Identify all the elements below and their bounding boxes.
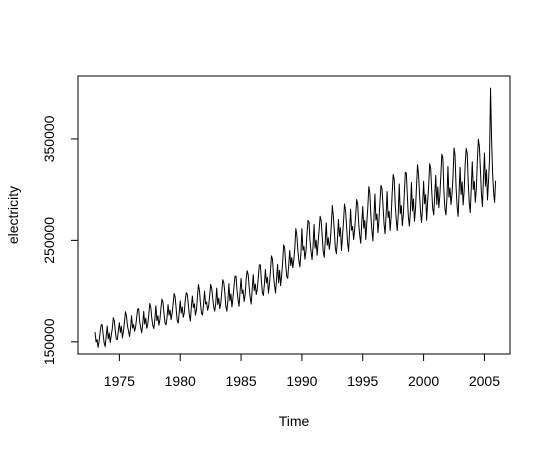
y-tick-label: 250000 (41, 217, 57, 264)
x-tick-label: 1990 (286, 373, 317, 389)
y-tick-label: 150000 (41, 318, 57, 365)
x-tick-label: 2000 (408, 373, 439, 389)
x-tick-label: 1975 (104, 373, 135, 389)
plot-frame (77, 75, 511, 355)
series-layer (94, 87, 497, 348)
x-axis-label: Time (279, 413, 310, 429)
x-tick-label: 1995 (347, 373, 378, 389)
x-axis: 1975 1980 1985 1990 1995 2000 2005 (104, 353, 500, 389)
electricity-series-line (94, 87, 497, 348)
y-axis-label: electricity (5, 186, 21, 244)
x-tick-label: 1980 (165, 373, 196, 389)
y-tick-label: 350000 (41, 115, 57, 162)
x-tick-label: 1985 (225, 373, 256, 389)
y-axis: 150000 250000 350000 (41, 115, 79, 365)
x-tick-label: 2005 (469, 373, 500, 389)
